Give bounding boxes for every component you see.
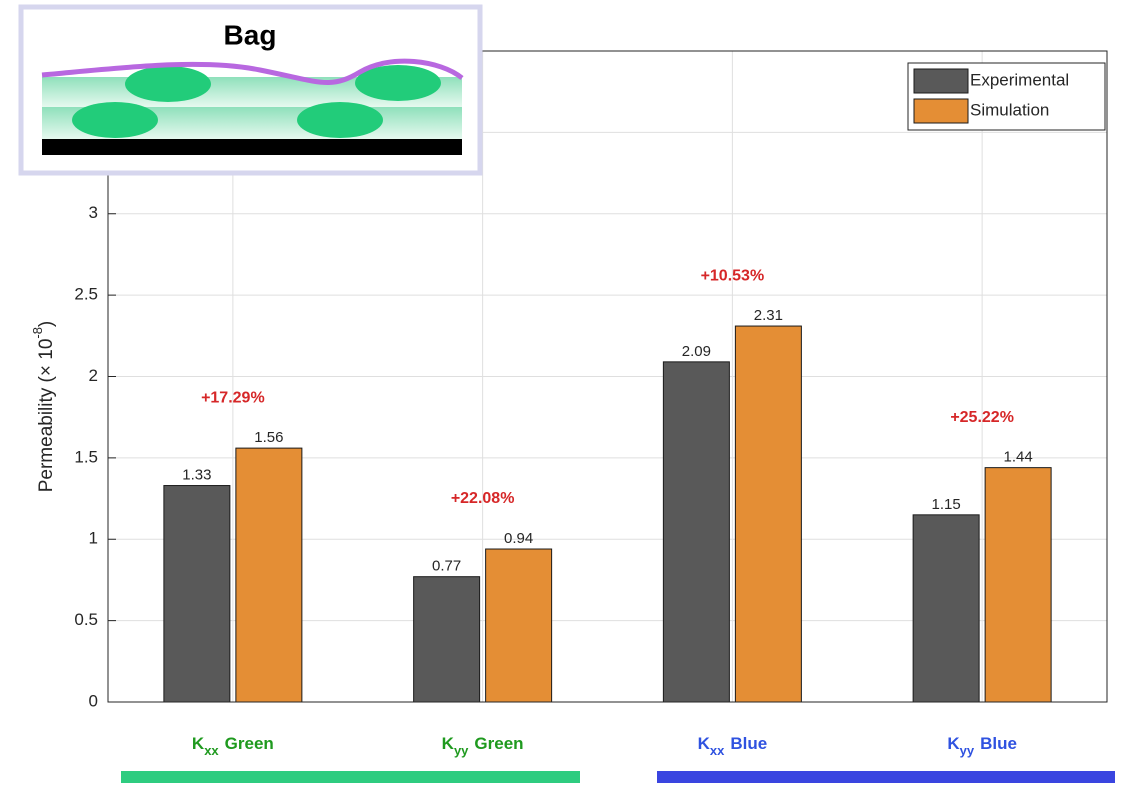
x-tick-symbol: K xyxy=(192,734,205,753)
value-label: 1.44 xyxy=(1004,449,1033,466)
inset: Bag xyxy=(18,4,483,176)
value-label: 2.31 xyxy=(754,307,783,324)
x-tick-label: Kxx Blue xyxy=(698,734,768,758)
annotation: +25.22% xyxy=(950,409,1014,426)
x-tick-label: Kyy Green xyxy=(442,734,524,758)
x-tick-label: Kyy Blue xyxy=(947,734,1017,758)
y-tick-label: 3 xyxy=(89,203,98,222)
y-axis-label-exponent: -8 xyxy=(30,327,45,339)
annotation: +10.53% xyxy=(701,267,765,284)
value-label: 1.56 xyxy=(254,429,283,446)
y-tick-label: 0 xyxy=(89,691,98,710)
x-tick-text: Blue xyxy=(980,734,1017,753)
green-underline xyxy=(121,771,580,783)
x-tick-text: Blue xyxy=(730,734,767,753)
legend-label: Experimental xyxy=(970,70,1069,89)
x-tick-text: Green xyxy=(225,734,274,753)
value-label: 0.94 xyxy=(504,530,533,547)
inset-label: Bag xyxy=(224,19,277,50)
bar xyxy=(662,361,730,703)
axes-box xyxy=(107,50,1108,703)
x-tick-symbol: K xyxy=(947,734,960,753)
legend-swatch xyxy=(913,98,969,124)
inset-fiber xyxy=(297,102,383,138)
inset-fiber xyxy=(355,65,441,101)
bar xyxy=(413,576,481,703)
inset-fiber xyxy=(72,102,158,138)
bar xyxy=(734,325,802,703)
x-tick-symbol: K xyxy=(698,734,711,753)
bar xyxy=(235,447,303,703)
y-tick-label: 1 xyxy=(89,529,98,548)
x-tick-label: Kxx Green xyxy=(192,734,274,758)
y-tick-label: 0.5 xyxy=(74,610,98,629)
bar xyxy=(912,514,980,703)
y-axis-label-close: ) xyxy=(36,321,57,327)
x-tick-text: Green xyxy=(474,734,523,753)
inset-fiber xyxy=(125,66,211,102)
x-tick-subscript: xx xyxy=(204,743,219,758)
y-tick-label: 1.5 xyxy=(74,447,98,466)
value-label: 1.15 xyxy=(932,496,961,513)
x-tick-symbol: K xyxy=(442,734,455,753)
bar xyxy=(485,548,553,703)
value-label: 2.09 xyxy=(682,343,711,360)
x-tick-subscript: yy xyxy=(960,743,975,758)
value-label: 1.33 xyxy=(182,467,211,484)
y-tick-label: 2.5 xyxy=(74,285,98,304)
y-tick-label: 2 xyxy=(89,366,98,385)
x-tick-subscript: yy xyxy=(454,743,469,758)
bar xyxy=(163,485,231,703)
y-axis-label: Permeability (× 10-8) xyxy=(30,321,57,493)
bar xyxy=(984,467,1052,703)
annotation: +22.08% xyxy=(451,490,515,507)
value-label: 0.77 xyxy=(432,558,461,575)
legend-swatch xyxy=(913,68,969,94)
x-tick-subscript: xx xyxy=(710,743,725,758)
y-axis-label-text: Permeability (× 10 xyxy=(36,339,57,493)
inset-tool xyxy=(42,139,462,155)
annotation: +17.29% xyxy=(201,389,265,406)
legend-label: Simulation xyxy=(970,100,1049,119)
blue-underline xyxy=(657,771,1115,783)
inset-bag xyxy=(41,58,464,85)
